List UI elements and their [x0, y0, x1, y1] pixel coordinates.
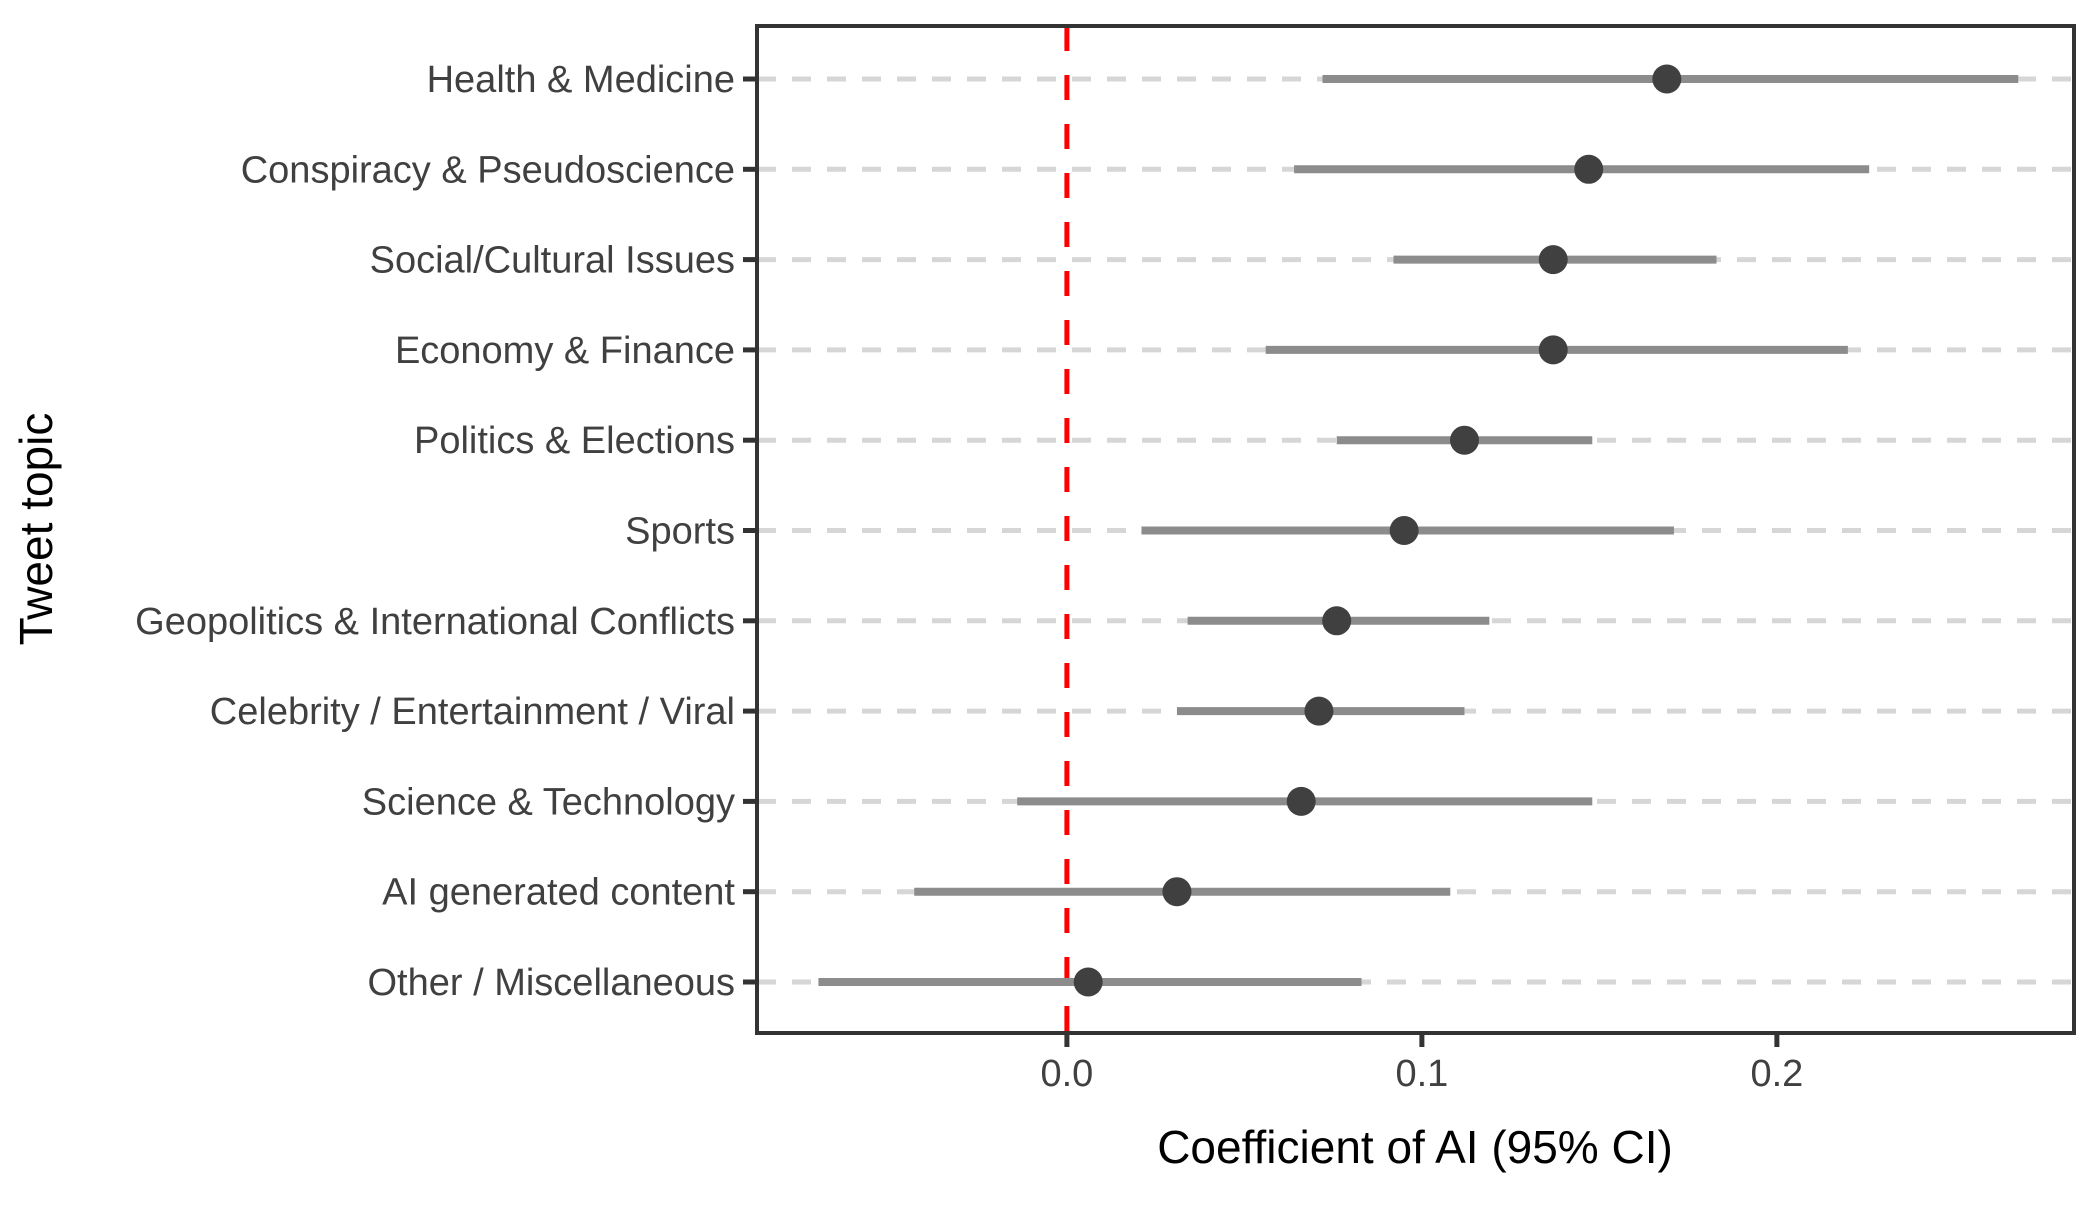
estimate-dot — [1322, 606, 1352, 636]
estimate-dot — [1574, 154, 1604, 184]
estimate-dot — [1162, 877, 1192, 907]
estimate-dot — [1538, 245, 1568, 275]
estimate-dot — [1389, 516, 1419, 545]
y-category-label: Conspiracy & Pseudoscience — [241, 149, 735, 191]
x-axis-title: Coefficient of AI (95% CI) — [1157, 1121, 1673, 1173]
y-axis-title: Tweet topic — [10, 413, 62, 646]
estimate-dot — [1073, 967, 1103, 997]
y-category-label: Politics & Elections — [414, 420, 735, 462]
y-category-label: Other / Miscellaneous — [368, 962, 736, 1004]
y-category-label: Celebrity / Entertainment / Viral — [210, 691, 735, 733]
estimate-dot — [1286, 786, 1316, 816]
y-category-label: Health & Medicine — [427, 59, 735, 101]
estimate-dot — [1652, 64, 1682, 94]
y-category-label: Geopolitics & International Conflicts — [135, 601, 735, 643]
y-category-label: Social/Cultural Issues — [370, 240, 735, 282]
y-category-label: AI generated content — [382, 872, 735, 914]
estimate-dot — [1538, 335, 1568, 365]
estimate-dot — [1304, 696, 1334, 726]
x-tick-label: 0.0 — [1040, 1053, 1093, 1095]
estimate-dot — [1449, 425, 1479, 455]
x-tick-label: 0.2 — [1750, 1053, 1803, 1095]
y-category-label: Science & Technology — [362, 781, 735, 823]
estimate-dots-layer — [1073, 64, 1682, 997]
panel-border — [755, 24, 2076, 1035]
y-category-label: Sports — [625, 511, 735, 553]
axes-layer: Health & Medicine Conspiracy & Pseudoscie… — [135, 59, 1803, 1095]
y-category-label: Economy & Finance — [395, 330, 735, 372]
x-tick-label: 0.1 — [1395, 1053, 1448, 1095]
